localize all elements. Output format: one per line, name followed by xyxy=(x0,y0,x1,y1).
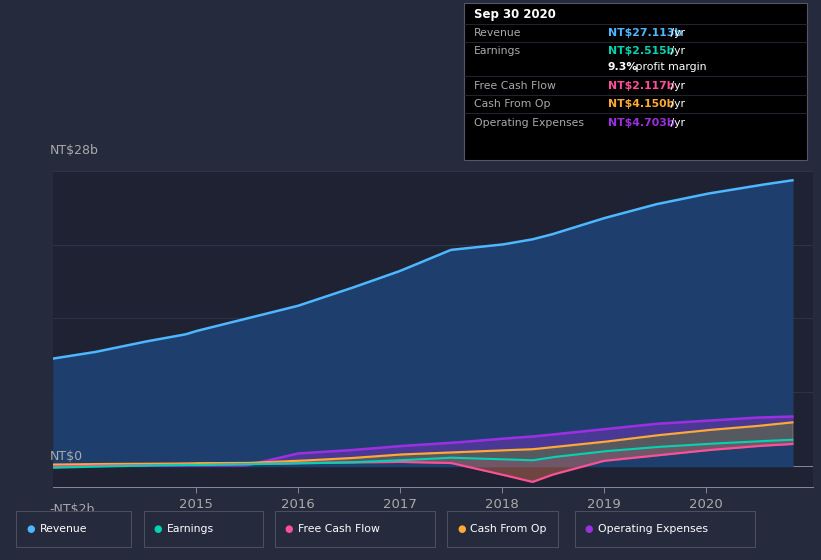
Text: -NT$2b: -NT$2b xyxy=(49,503,94,516)
Text: Revenue: Revenue xyxy=(474,28,521,38)
Text: NT$28b: NT$28b xyxy=(49,144,99,157)
Text: NT$2.117b: NT$2.117b xyxy=(608,81,674,91)
Text: Revenue: Revenue xyxy=(39,524,87,534)
Text: /yr: /yr xyxy=(667,81,686,91)
Text: Earnings: Earnings xyxy=(167,524,213,534)
Text: Cash From Op: Cash From Op xyxy=(474,99,550,109)
Text: Cash From Op: Cash From Op xyxy=(470,524,547,534)
Text: Operating Expenses: Operating Expenses xyxy=(598,524,708,534)
Text: NT$4.150b: NT$4.150b xyxy=(608,99,674,109)
Text: Free Cash Flow: Free Cash Flow xyxy=(298,524,380,534)
Text: /yr: /yr xyxy=(667,118,686,128)
Text: Free Cash Flow: Free Cash Flow xyxy=(474,81,556,91)
Text: /yr: /yr xyxy=(667,28,686,38)
Text: profit margin: profit margin xyxy=(632,62,707,72)
Text: 9.3%: 9.3% xyxy=(608,62,638,72)
Text: NT$0: NT$0 xyxy=(49,450,82,463)
Text: Sep 30 2020: Sep 30 2020 xyxy=(474,8,556,21)
Text: ●: ● xyxy=(26,524,34,534)
Text: NT$4.703b: NT$4.703b xyxy=(608,118,674,128)
Text: Earnings: Earnings xyxy=(474,46,521,57)
Text: NT$27.113b: NT$27.113b xyxy=(608,28,681,38)
Text: NT$2.515b: NT$2.515b xyxy=(608,46,674,57)
Text: Operating Expenses: Operating Expenses xyxy=(474,118,584,128)
Text: ●: ● xyxy=(457,524,466,534)
Text: ●: ● xyxy=(285,524,293,534)
Text: /yr: /yr xyxy=(667,99,686,109)
Text: ●: ● xyxy=(585,524,593,534)
Text: /yr: /yr xyxy=(667,46,686,57)
Text: ●: ● xyxy=(154,524,162,534)
